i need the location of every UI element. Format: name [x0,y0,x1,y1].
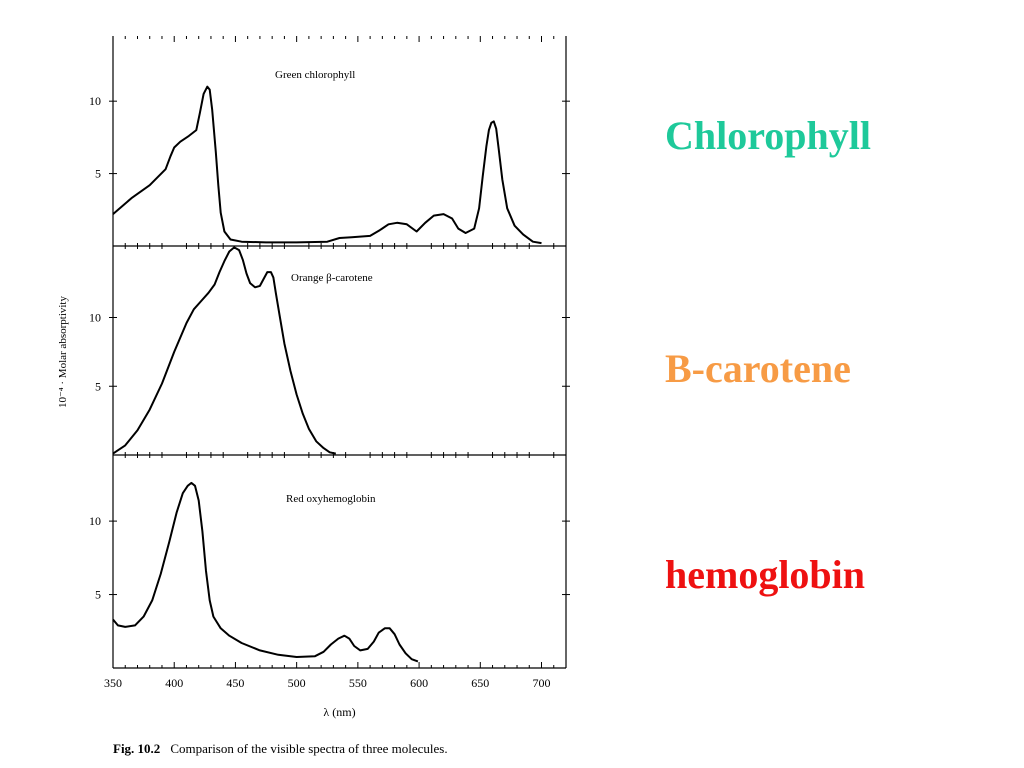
x-tick-label: 500 [288,676,306,690]
x-tick-label: 350 [104,676,122,690]
panel-title-3: Red oxyhemoglobin [286,493,376,505]
x-tick-label: 650 [471,676,489,690]
figure-caption: Fig. 10.2 Comparison of the visible spect… [113,741,448,757]
text-layer: 5 10 Green chlorophyll 5 10 Orange β-carotene… [57,69,551,719]
x-tick-label: 400 [165,676,183,690]
y-tick-label: 5 [95,167,101,181]
axes-layer [109,36,570,669]
y-tick-label: 5 [95,379,101,393]
y-tick-label: 5 [95,588,101,602]
spectrum-line-3 [112,481,419,663]
b-carotene-label: B-carotene [665,346,851,391]
panel-title-2: Orange β-carotene [291,272,373,284]
y-axis-label: 10⁻⁴ · Molar absorptivity [57,296,69,408]
spectrum-line-1 [112,85,542,245]
x-tick-label: 600 [410,676,428,690]
x-axis-label: λ (nm) [323,705,355,719]
x-tick-label: 450 [226,676,244,690]
y-tick-label: 10 [89,514,101,528]
hemoglobin-label: hemoglobin [665,552,866,597]
figure-caption-text: Comparison of the visible spectra of thr… [170,741,448,756]
y-tick-label: 10 [89,311,101,325]
figure-number: Fig. 10.2 [113,741,161,756]
x-tick-label: 550 [349,676,367,690]
curves-layer [112,85,542,663]
x-tick-label: 700 [533,676,551,690]
chlorophyll-label: Chlorophyll [665,113,871,158]
y-tick-label: 10 [89,94,101,108]
spectrum-line-2 [112,246,337,455]
panel-title-1: Green chlorophyll [275,69,355,81]
